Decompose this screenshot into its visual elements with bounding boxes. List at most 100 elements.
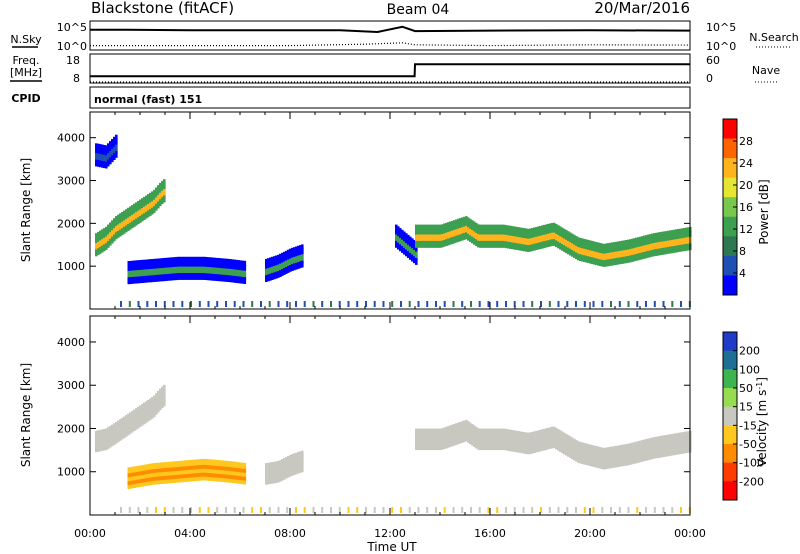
heatmap-cell: [275, 473, 278, 480]
heatmap-cell: [459, 218, 462, 225]
heatmap-cell: [415, 258, 418, 265]
heatmap-cell: [603, 459, 606, 466]
heatmap-cell: [591, 452, 594, 459]
heatmap-cell: [113, 423, 116, 430]
heatmap-cell: [177, 256, 181, 263]
heatmap-cell: [195, 459, 199, 466]
heatmap-cell: [545, 436, 548, 443]
heatmap-cell: [483, 224, 486, 231]
heatmap-cell: [599, 253, 602, 260]
heatmap-cell: [201, 256, 205, 263]
heatmap-cell: [509, 437, 512, 444]
heatmap-cell: [525, 232, 528, 239]
heatmap-cell: [217, 261, 221, 268]
heatmap-cell: [295, 301, 297, 307]
heatmap-cell: [161, 180, 164, 187]
heatmap-cell: [417, 301, 420, 307]
heatmap-cell: [411, 242, 414, 249]
heatmap-cell: [511, 236, 514, 243]
heatmap-cell: [587, 455, 590, 462]
heatmap-cell: [283, 255, 286, 262]
heatmap-cell: [601, 243, 604, 250]
velocity-colorbar-label-main: Velocity [: [755, 411, 769, 467]
heatmap-cell: [269, 462, 272, 469]
heatmap-cell: [137, 277, 141, 284]
heatmap-cell: [275, 469, 278, 476]
heatmap-cell: [463, 420, 466, 427]
heatmap-cell: [165, 469, 169, 476]
heatmap-cell: [653, 437, 656, 444]
heatmap-cell: [610, 507, 612, 513]
heatmap-cell: [543, 440, 546, 447]
heatmap-cell: [143, 276, 147, 283]
heatmap-cell: [663, 435, 666, 442]
heatmap-cell: [439, 432, 442, 439]
heatmap-cell: [99, 234, 102, 241]
heatmap-cell: [613, 453, 616, 460]
heatmap-cell: [469, 430, 472, 437]
heatmap-cell: [203, 256, 207, 263]
heatmap-cell: [295, 468, 298, 475]
heatmap-cell: [433, 224, 436, 231]
heatmap-cell: [449, 433, 452, 440]
heatmap-cell: [475, 430, 478, 437]
heatmap-cell: [491, 440, 494, 447]
heatmap-cell: [273, 256, 276, 263]
heatmap-cell: [111, 237, 114, 244]
heatmap-cell: [115, 422, 118, 428]
heatmap-cell: [503, 432, 506, 439]
heatmap-cell: [119, 419, 122, 426]
heatmap-cell: [655, 440, 658, 447]
heatmap-cell: [477, 432, 480, 439]
heatmap-cell: [489, 436, 492, 443]
heatmap-cell: [207, 274, 211, 281]
heatmap-cell: [687, 231, 690, 238]
heatmap-cell: [135, 423, 138, 430]
heatmap-cell: [205, 267, 209, 274]
heatmap-cell: [103, 162, 106, 169]
heatmap-cell: [103, 155, 106, 162]
heatmap-cell: [159, 404, 162, 411]
heatmap-cell: [425, 241, 428, 248]
heatmap-cell: [525, 238, 528, 245]
heatmap-cell: [161, 462, 165, 469]
heatmap-cell: [199, 466, 203, 473]
heatmap-cell: [151, 269, 155, 276]
heatmap-cell: [382, 507, 385, 513]
heatmap-cell: [459, 437, 462, 444]
heatmap-cell: [151, 276, 155, 283]
heatmap-cell: [279, 475, 282, 482]
heatmap-cell: [219, 468, 223, 474]
heatmap-cell: [549, 435, 552, 441]
heatmap-cell: [603, 455, 606, 462]
heatmap-cell: [475, 222, 478, 229]
heatmap-cell: [655, 436, 658, 443]
heatmap-cell: [159, 388, 162, 395]
heatmap-cell: [127, 261, 131, 267]
heatmap-cell: [613, 246, 616, 252]
heatmap-cell: [589, 460, 592, 466]
heatmap-cell: [607, 253, 610, 260]
heatmap-cell: [216, 507, 219, 513]
heatmap-cell: [657, 236, 660, 243]
heatmap-cell: [470, 301, 472, 307]
heatmap-cell: [539, 243, 542, 250]
time-tick-label: 20:00: [574, 527, 606, 540]
heatmap-cell: [455, 219, 458, 226]
heatmap-cell: [509, 429, 512, 436]
heatmap-cell: [509, 445, 512, 452]
heatmap-cell: [109, 222, 112, 229]
heatmap-cell: [231, 465, 235, 472]
heatmap-cell: [545, 234, 548, 241]
heatmap-cell: [465, 419, 468, 426]
heatmap-cell: [633, 453, 636, 460]
heatmap-cell: [107, 442, 110, 449]
heatmap-cell: [575, 447, 578, 454]
heatmap-cell: [139, 203, 142, 210]
heatmap-cell: [499, 432, 502, 439]
heatmap-cell: [625, 459, 628, 466]
heatmap-cell: [137, 201, 140, 207]
heatmap-cell: [163, 189, 166, 196]
heatmap-cell: [497, 228, 500, 235]
